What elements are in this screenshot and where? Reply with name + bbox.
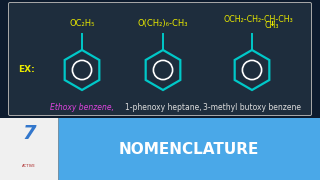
Polygon shape: [235, 50, 269, 90]
Text: OCH₂-CH₂-CH-CH₃: OCH₂-CH₂-CH-CH₃: [223, 15, 293, 24]
Text: NOMENCLATURE: NOMENCLATURE: [119, 141, 259, 156]
Bar: [0, 0, 320, 118]
Text: 1-phenoxy heptane,: 1-phenoxy heptane,: [125, 103, 201, 112]
Text: ACTIVE: ACTIVE: [22, 164, 36, 168]
Text: EX:: EX:: [18, 66, 35, 75]
Polygon shape: [65, 50, 99, 90]
Text: 7: 7: [22, 124, 36, 143]
Text: 3-methyl butoxy benzene: 3-methyl butoxy benzene: [203, 103, 301, 112]
Bar: [0, 118, 320, 180]
FancyBboxPatch shape: [9, 3, 311, 116]
Text: OC₂H₅: OC₂H₅: [69, 19, 95, 28]
Text: O(CH₂)₆-CH₃: O(CH₂)₆-CH₃: [138, 19, 188, 28]
Text: CH₃: CH₃: [265, 21, 279, 30]
Polygon shape: [146, 50, 180, 90]
Text: Ethoxy benzene,: Ethoxy benzene,: [50, 103, 114, 112]
Bar: [0, 118, 58, 180]
